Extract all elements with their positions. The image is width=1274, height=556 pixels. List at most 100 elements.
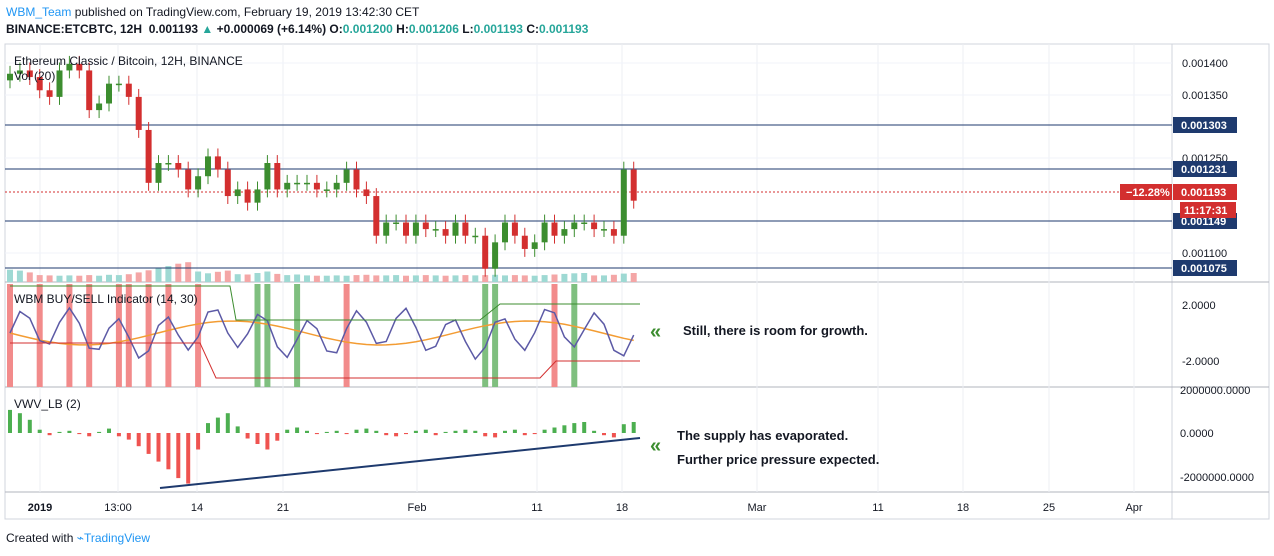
- volume-bar: [442, 275, 449, 282]
- time-tick-label: Mar: [748, 502, 767, 514]
- volume-bar: [205, 273, 211, 282]
- volume-bar: [165, 266, 172, 282]
- histogram-bar: [57, 431, 62, 433]
- volume-bar: [26, 272, 33, 282]
- candle-body: [630, 169, 637, 201]
- histogram-bar: [384, 433, 389, 436]
- candle-body: [294, 182, 301, 185]
- horizontal-levels: [5, 124, 1172, 269]
- volume-bar: [353, 275, 360, 282]
- ohlc-bar: BINANCE:ETCBTC, 12H 0.001193 ▲ +0.000069…: [6, 22, 588, 36]
- histogram-bar: [176, 433, 181, 479]
- candle-body: [551, 222, 558, 236]
- candle-body: [86, 70, 93, 111]
- histogram-bar: [512, 429, 517, 433]
- histogram-bar: [305, 430, 309, 433]
- buy-band: [264, 284, 271, 387]
- volume-bar: [244, 274, 251, 282]
- volume-bar: [610, 274, 617, 282]
- published-text: published on TradingView.com, February 1…: [74, 5, 420, 19]
- volume-bar: [323, 275, 330, 282]
- time-tick-label: 11: [531, 502, 542, 514]
- histogram-bar: [463, 429, 468, 433]
- histogram-bar: [433, 433, 438, 436]
- candle-body: [363, 189, 370, 197]
- volume-bar: [412, 275, 419, 282]
- candle-body: [373, 196, 380, 236]
- candlestick-series: [7, 55, 637, 277]
- histogram-bar: [116, 433, 121, 437]
- histogram-bar: [87, 433, 92, 437]
- volume-bar: [422, 275, 429, 282]
- tradingview-logo-icon[interactable]: ⌁: [76, 531, 84, 545]
- histogram-bar: [265, 433, 270, 450]
- volume-bar: [601, 275, 607, 282]
- histogram-bar: [602, 433, 606, 436]
- candle-body: [115, 83, 122, 86]
- candle-body: [492, 242, 499, 269]
- histogram-bar: [592, 430, 597, 433]
- volume-bar: [620, 273, 627, 282]
- histogram-bar: [37, 429, 42, 433]
- volume-bar: [185, 262, 192, 282]
- candle-body: [521, 235, 528, 249]
- time-tick-label: Apr: [1125, 502, 1142, 514]
- candle-body: [46, 90, 53, 97]
- candle-body: [76, 63, 83, 71]
- sell-band: [66, 284, 73, 387]
- histogram-bar: [522, 433, 527, 436]
- candle-body: [620, 169, 627, 236]
- volume-bar: [482, 275, 489, 282]
- histogram-bar: [374, 430, 379, 433]
- volume-bar: [531, 275, 538, 282]
- buy-band: [492, 284, 499, 387]
- histogram-bar: [196, 433, 201, 450]
- high-value: 0.001206: [408, 22, 459, 36]
- volume-bar: [175, 263, 182, 282]
- level-price-tag: [1173, 117, 1237, 133]
- histogram-bar: [483, 433, 488, 437]
- volume-bar: [313, 275, 320, 282]
- change-badge: [1120, 184, 1172, 200]
- candle-body: [56, 70, 63, 97]
- volume-bar: [393, 275, 400, 282]
- histogram-bar: [503, 430, 507, 433]
- candle-body: [452, 222, 459, 236]
- volume-bar: [224, 270, 231, 282]
- annotation-growth: « Still, there is room for growth.: [650, 321, 868, 343]
- candle-body: [165, 163, 172, 165]
- annotation-text-pressure: Further price pressure expected.: [677, 452, 879, 467]
- sell-band: [36, 284, 43, 387]
- histogram-bar: [631, 422, 636, 433]
- time-tick-label: 21: [277, 502, 289, 514]
- buy-band: [571, 284, 578, 387]
- volume-bar: [373, 275, 380, 282]
- volume-bar: [234, 274, 241, 282]
- author-link[interactable]: WBM_Team: [6, 5, 72, 19]
- high-label: H:: [396, 22, 409, 36]
- double-chevron-left-icon: «: [650, 321, 661, 343]
- volume-bar: [274, 273, 281, 282]
- price-tick-label: 0.001400: [1182, 58, 1228, 70]
- histogram-bar: [17, 413, 22, 433]
- candle-body: [502, 222, 508, 243]
- indicator-tick-label: -2.0000: [1182, 356, 1219, 368]
- candle-body: [591, 222, 598, 230]
- candle-body: [205, 156, 211, 177]
- histogram-bar: [126, 433, 131, 440]
- candle-body: [274, 163, 281, 190]
- candle-body: [482, 235, 489, 269]
- volume-bar: [155, 268, 162, 282]
- volume-bar: [66, 275, 73, 282]
- vwv-tick-label: -2000000.0000: [1180, 472, 1254, 484]
- candle-body: [403, 222, 409, 236]
- candle-body: [284, 182, 291, 190]
- tradingview-brand[interactable]: TradingView: [83, 531, 150, 545]
- candle-body: [442, 229, 449, 236]
- histogram-bar: [166, 433, 171, 470]
- open-value: 0.001200: [342, 22, 393, 36]
- histogram-bar: [473, 430, 478, 433]
- volume-bar: [106, 274, 112, 282]
- candle-body: [353, 169, 360, 190]
